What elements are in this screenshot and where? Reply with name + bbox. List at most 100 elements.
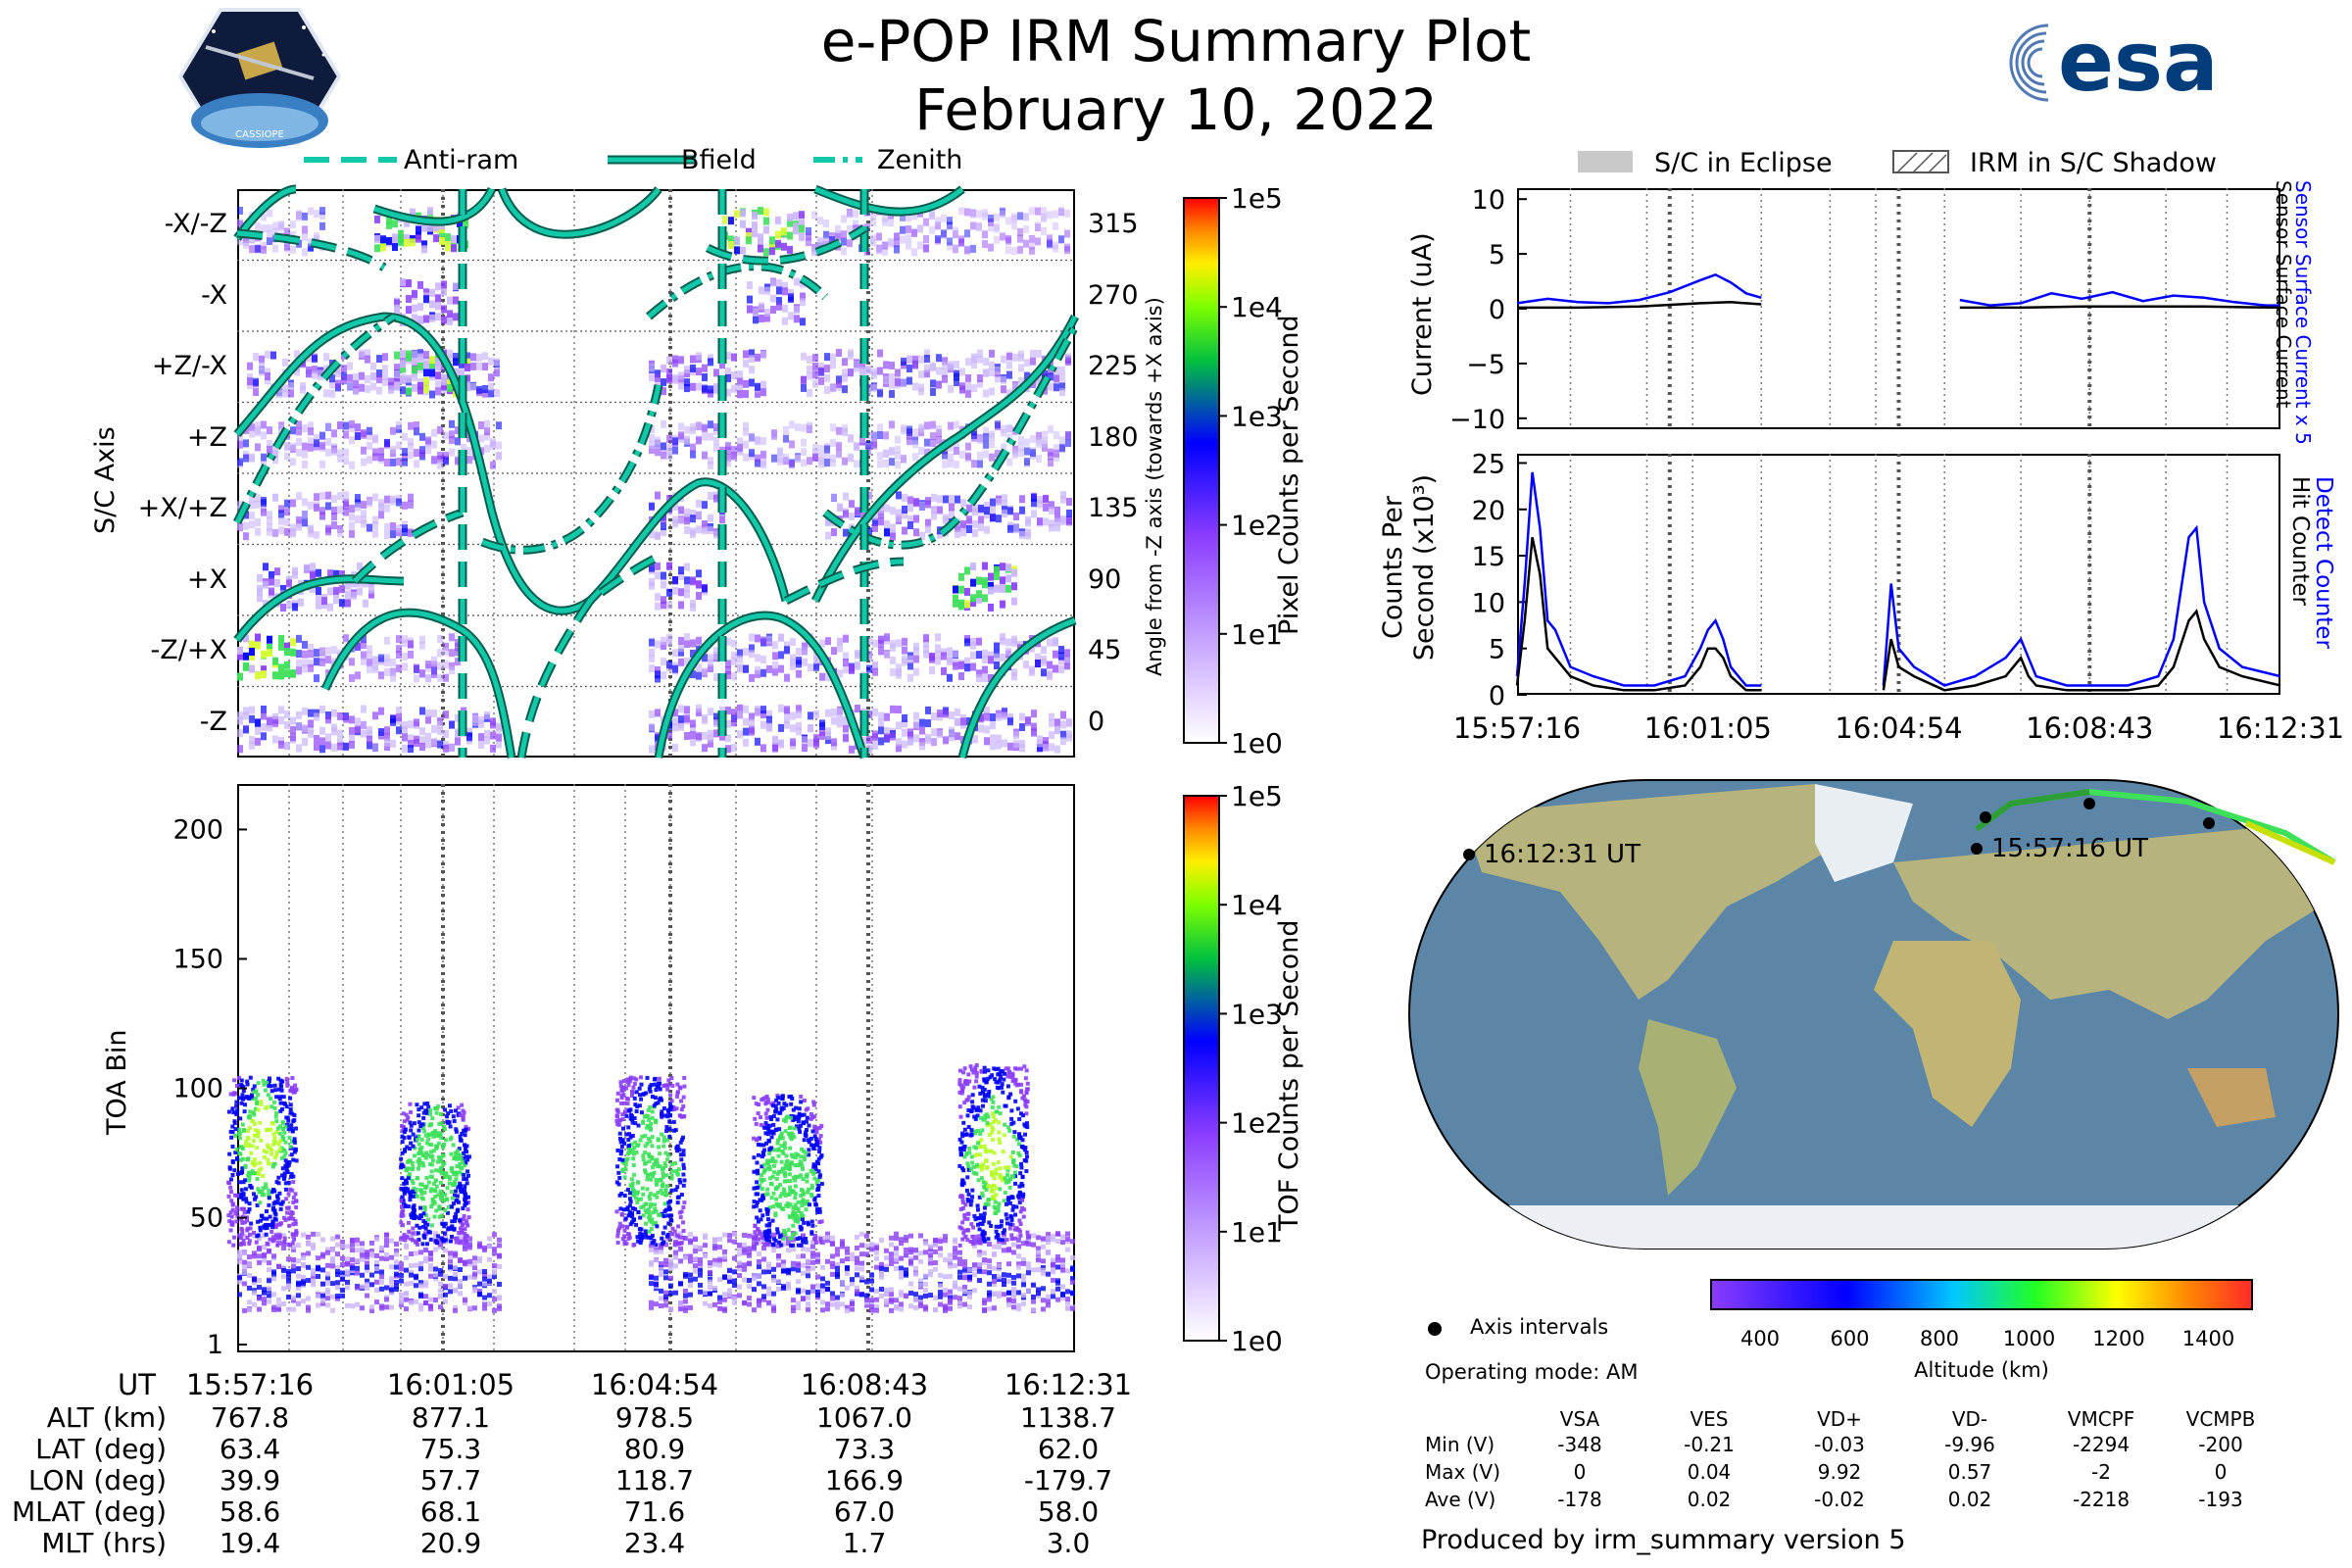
pixel-cell <box>878 726 884 735</box>
pixel-cell <box>690 670 696 679</box>
pixel-cell <box>466 447 472 456</box>
pixel-cell <box>755 634 760 643</box>
pixel-cell <box>1005 236 1011 245</box>
tof-plume-cell <box>261 1216 266 1221</box>
pixel-cell <box>743 390 749 399</box>
pixel-cell <box>331 447 337 456</box>
pixel-cell <box>853 224 858 233</box>
tof-cell <box>306 1241 311 1247</box>
pixel-cell <box>713 494 719 503</box>
pixel-cell <box>496 724 502 733</box>
pixel-cell <box>854 442 859 451</box>
pixel-cell <box>421 240 427 249</box>
tof-plume-cell <box>264 1232 269 1237</box>
pixel-cell <box>249 501 255 510</box>
tof-cell <box>845 1256 850 1262</box>
tof-cell <box>776 1243 781 1249</box>
pixel-cell <box>372 656 378 664</box>
tof-cell <box>815 1274 820 1280</box>
pixel-cell <box>278 716 284 725</box>
pixel-cell <box>319 647 325 656</box>
pixel-cell <box>825 531 831 540</box>
tof-cell <box>953 1295 957 1300</box>
tof-plume-cell <box>292 1237 297 1242</box>
tof-cell <box>453 1276 458 1282</box>
pixel-cell <box>830 439 836 448</box>
tof-cell <box>943 1234 948 1240</box>
tof-cell <box>747 1261 752 1267</box>
pixel-cell <box>811 211 817 220</box>
pixel-cell <box>1064 229 1070 238</box>
pixel-cell <box>249 520 255 529</box>
pixel-cell <box>983 433 989 442</box>
pixel-cell <box>378 511 384 519</box>
tof-cell <box>894 1236 899 1242</box>
pixel-ylabel-right: Angle from -Z axis (towards +X axis) <box>1143 297 1166 676</box>
tof-plume-cell <box>447 1120 452 1125</box>
tof-cell <box>335 1265 340 1271</box>
pixel-cell <box>1018 449 1024 458</box>
pixel-cell <box>982 230 988 239</box>
pixel-cell <box>237 440 243 449</box>
tof-cell <box>683 1289 688 1294</box>
tof-cell <box>1065 1305 1070 1311</box>
tof-cell <box>918 1233 923 1239</box>
tof-cell <box>1036 1257 1041 1263</box>
tof-plume-cell <box>400 1235 405 1240</box>
tof-plume-cell <box>227 1219 232 1224</box>
tof-plume-cell <box>243 1102 248 1107</box>
tof-plume-cell <box>423 1213 428 1218</box>
pixel-cell <box>423 377 429 386</box>
tof-cell <box>482 1301 487 1307</box>
pixel-cell <box>684 731 690 740</box>
pixel-cell <box>482 352 488 361</box>
tof-cell <box>771 1278 776 1284</box>
tof-plume-cell <box>286 1127 291 1132</box>
pixel-cell <box>490 461 496 469</box>
pixel-cell <box>274 578 280 587</box>
pixel-cell <box>257 573 263 582</box>
tof-plume-cell <box>261 1186 266 1191</box>
tof-cell <box>428 1303 433 1309</box>
pixel-cell <box>296 437 302 446</box>
pixel-cell <box>453 282 459 291</box>
pixel-cell <box>855 705 860 713</box>
tof-plume-cell <box>289 1139 294 1144</box>
tof-plume-cell <box>250 1119 255 1124</box>
tof-cell <box>997 1294 1002 1299</box>
tof-cell <box>752 1287 757 1293</box>
pixel-cell <box>935 644 941 653</box>
pixel-cell <box>394 351 400 360</box>
pixel-cell <box>941 666 947 675</box>
tof-cell <box>291 1256 296 1262</box>
tof-cell <box>943 1257 948 1263</box>
tof-plume-cell <box>247 1144 252 1149</box>
pixel-cell <box>1006 458 1012 466</box>
pixel-cell <box>894 232 900 241</box>
pixel-cell <box>435 282 441 291</box>
pixel-cell <box>649 433 655 442</box>
pixel-cell <box>649 424 655 433</box>
pixel-cell <box>713 712 719 721</box>
pixel-cell <box>955 523 960 532</box>
pixel-cell <box>935 236 941 245</box>
pixel-cell <box>936 424 942 433</box>
pixel-cell <box>661 378 666 387</box>
pixel-cell <box>824 385 830 394</box>
pixel-cell <box>755 654 760 662</box>
tof-plume-cell <box>244 1139 249 1144</box>
tof-plume-cell <box>272 1210 277 1215</box>
tof-cell <box>747 1301 752 1307</box>
pixel-cell <box>361 657 367 665</box>
tof-plume-cell <box>242 1220 247 1225</box>
pixel-cell <box>976 222 982 231</box>
tof-cell <box>242 1281 247 1287</box>
pixel-cell <box>290 499 296 508</box>
pixel-cell <box>414 449 419 458</box>
tof-cell <box>350 1242 355 1248</box>
pixel-cell <box>488 389 494 398</box>
tof-plume-cell <box>283 1187 288 1192</box>
pixel-cell <box>1041 226 1047 235</box>
tof-cell <box>757 1258 761 1264</box>
pixel-cell <box>1048 425 1054 434</box>
